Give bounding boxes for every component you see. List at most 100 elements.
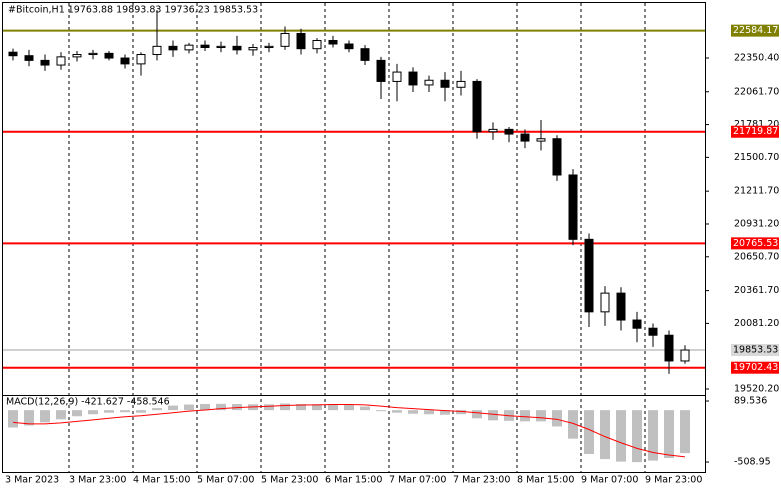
candle-body bbox=[104, 52, 114, 59]
macd-bar bbox=[296, 404, 306, 411]
y-tick-label: 21781.20 bbox=[734, 119, 779, 130]
macd-bar bbox=[632, 410, 642, 463]
level-tag bbox=[731, 237, 779, 250]
macd-bar bbox=[328, 404, 338, 411]
x-tick-label: 6 Mar 15:00 bbox=[325, 475, 382, 486]
x-tick-label: 7 Mar 23:00 bbox=[453, 475, 510, 486]
macd-bar bbox=[616, 410, 626, 462]
macd-bar bbox=[392, 410, 402, 413]
level-label: 20765.53 bbox=[733, 238, 778, 249]
candle-body bbox=[24, 55, 34, 61]
candle-body bbox=[248, 47, 258, 51]
macd-bar bbox=[136, 410, 146, 413]
x-tick-label: 8 Mar 15:00 bbox=[517, 475, 574, 486]
macd-bar bbox=[280, 403, 290, 411]
macd-bar bbox=[200, 404, 210, 411]
macd-bar bbox=[232, 404, 242, 411]
candle-body bbox=[632, 319, 642, 329]
candle-body bbox=[312, 39, 322, 50]
candle-body bbox=[360, 48, 370, 61]
x-tick-label: 5 Mar 07:00 bbox=[197, 475, 254, 486]
y-tick-label: 19520.20 bbox=[734, 384, 779, 395]
candle-body bbox=[56, 56, 66, 66]
macd-bar bbox=[584, 410, 594, 454]
macd-bar bbox=[104, 410, 114, 413]
candle-body bbox=[328, 39, 338, 45]
candle-body bbox=[376, 59, 386, 82]
candle-body bbox=[600, 292, 610, 313]
candle-body bbox=[584, 238, 594, 313]
y-tick-label: 20081.20 bbox=[734, 318, 779, 329]
macd-bar bbox=[520, 410, 530, 422]
last-price-tag bbox=[731, 344, 779, 357]
level-tag bbox=[731, 24, 779, 37]
level-tag bbox=[731, 361, 779, 374]
x-tick-label: 9 Mar 07:00 bbox=[581, 475, 638, 486]
macd-bar bbox=[8, 410, 18, 428]
candle-body bbox=[280, 32, 290, 47]
macd-bar bbox=[488, 410, 498, 421]
macd-bar bbox=[408, 410, 418, 414]
candle-body bbox=[72, 54, 82, 58]
x-tick-label: 4 Mar 15:00 bbox=[133, 475, 190, 486]
frame bbox=[2, 2, 706, 473]
macd-bar bbox=[664, 410, 674, 459]
x-tick-label: 3 Mar 2023 bbox=[5, 475, 59, 486]
candle-body bbox=[184, 44, 194, 51]
candle-body bbox=[392, 71, 402, 82]
candle-body bbox=[616, 292, 626, 321]
macd-bar bbox=[152, 408, 162, 411]
macd-signal bbox=[12, 404, 686, 458]
candle-body bbox=[504, 128, 514, 135]
candle-body bbox=[520, 133, 530, 142]
y-tick-label: 20361.70 bbox=[734, 285, 779, 296]
candle-body bbox=[296, 32, 306, 50]
macd-bar bbox=[184, 404, 194, 411]
candle-body bbox=[472, 80, 482, 133]
candle-body bbox=[408, 71, 418, 86]
candle-body bbox=[456, 80, 466, 88]
macd-bar bbox=[120, 410, 130, 413]
candle-body bbox=[232, 45, 242, 51]
candle-body bbox=[568, 174, 578, 240]
macd-bar bbox=[264, 404, 274, 411]
candle-body bbox=[8, 51, 18, 57]
macd-bar bbox=[216, 403, 226, 411]
candle-body bbox=[648, 327, 658, 336]
candle-body bbox=[552, 138, 562, 176]
macd-bar bbox=[56, 410, 66, 420]
macd-bar bbox=[552, 410, 562, 427]
candle-body bbox=[216, 45, 226, 49]
macd-tick-label: 89.536 bbox=[734, 396, 767, 407]
macd-bar bbox=[440, 410, 450, 415]
candle-body bbox=[136, 54, 146, 65]
last-price-label: 19853.53 bbox=[733, 345, 778, 356]
y-tick-label: 22061.70 bbox=[734, 86, 779, 97]
y-tick-label: 22350.40 bbox=[734, 52, 779, 63]
macd-bar bbox=[40, 410, 50, 423]
candle-body bbox=[88, 52, 98, 56]
x-tick-label: 9 Mar 23:00 bbox=[645, 475, 702, 486]
candle-body bbox=[664, 334, 674, 362]
x-tick-label: 5 Mar 23:00 bbox=[261, 475, 318, 486]
candle-body bbox=[200, 44, 210, 49]
candle-body bbox=[424, 79, 434, 86]
candle-body bbox=[120, 57, 130, 65]
macd-bar bbox=[648, 410, 658, 461]
candle-body bbox=[168, 45, 178, 51]
candle-body bbox=[40, 59, 50, 66]
candle-body bbox=[264, 45, 274, 49]
macd-bar bbox=[344, 404, 354, 411]
level-label: 22584.17 bbox=[733, 25, 778, 36]
x-tick-label: 7 Mar 07:00 bbox=[389, 475, 446, 486]
y-tick-label: 20650.70 bbox=[734, 251, 779, 262]
y-tick-label: 20931.20 bbox=[734, 218, 779, 229]
macd-bar bbox=[24, 410, 34, 426]
level-label: 21719.87 bbox=[733, 126, 778, 137]
macd-bar bbox=[360, 406, 370, 411]
candle-body bbox=[536, 138, 546, 142]
macd-label: MACD(12,26,9) -421.627 -458.546 bbox=[6, 397, 170, 408]
y-tick-label: 21500.70 bbox=[734, 152, 779, 163]
